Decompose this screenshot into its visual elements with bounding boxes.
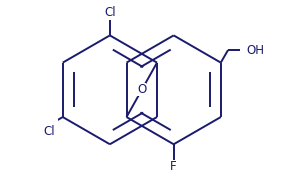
Text: OH: OH [247,44,265,57]
Text: Cl: Cl [104,6,116,19]
Text: Cl: Cl [44,125,55,138]
Text: F: F [170,160,177,173]
Text: O: O [137,83,146,96]
